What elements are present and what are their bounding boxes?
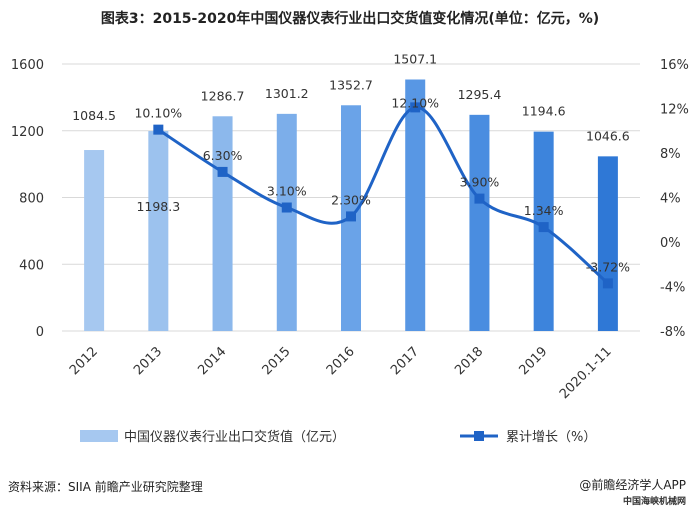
line-value-label: 6.30%: [203, 148, 243, 163]
x-tick-label: 2016: [324, 344, 358, 378]
bar-value-label: 1198.3: [136, 199, 180, 214]
line-point: [538, 222, 549, 233]
bar-value-label: 1084.5: [72, 108, 116, 123]
bar: [276, 113, 297, 332]
bar-value-label: 1301.2: [265, 86, 309, 101]
line-point: [410, 102, 421, 113]
bar: [148, 131, 169, 331]
data-labels: 1084.5 1198.3 1286.7 1301.2 1352.7 1507.1 1295…: [72, 52, 630, 275]
x-tick-label: 2013: [131, 344, 165, 378]
bar-value-label: 1295.4: [458, 87, 502, 102]
brand-text: @前瞻经济学人APP: [579, 478, 686, 492]
y-left-tick-label: 800: [19, 192, 44, 207]
y-right-tick-label: -4%: [660, 281, 685, 296]
bar: [84, 150, 105, 331]
y-left-tick-label: 1600: [11, 58, 44, 73]
bar: [405, 79, 426, 331]
growth-line: [157, 105, 609, 285]
chart-canvas: 0 400 800 1200 1600 -8% -4% 0% 4% 8% 12% 16% 2012 201…: [11, 52, 689, 445]
bar: [469, 114, 490, 331]
x-tick-label: 2020.1-11: [557, 344, 615, 402]
y-right-tick-label: 16%: [660, 58, 689, 73]
line-value-label: 1.34%: [524, 203, 564, 218]
x-tick-label: 2018: [452, 344, 486, 378]
line-point: [281, 202, 292, 213]
y-left-tick-label: 0: [36, 325, 44, 340]
legend-bar-swatch: [80, 430, 118, 442]
line-value-label: 10.10%: [134, 106, 182, 121]
bar-value-label: 1046.6: [586, 128, 630, 143]
line-point: [346, 211, 356, 222]
line-point: [217, 166, 228, 177]
line-value-label: 12.10%: [391, 95, 439, 110]
brand-block: @前瞻经济学人APP 中国海峡机械网: [579, 476, 686, 507]
legend: 中国仪器仪表行业出口交货值（亿元） 累计增长（%）: [80, 429, 596, 445]
line-series: [153, 102, 613, 289]
x-tick-label: 2019: [516, 344, 550, 378]
bar-value-label: 1507.1: [393, 52, 437, 67]
line-value-label: -3.72%: [586, 259, 630, 274]
legend-line-label: 累计增长（%）: [506, 430, 596, 445]
bar-value-label: 1194.6: [522, 104, 566, 119]
x-tick-label: 2015: [260, 344, 294, 378]
legend-line-marker: [474, 431, 484, 441]
x-tick-label: 2014: [195, 344, 229, 378]
y-right-tick-label: 12%: [660, 103, 689, 118]
x-tick-label: 2012: [67, 344, 101, 378]
y-right-tick-label: 0%: [660, 236, 681, 251]
y-right-tick-label: 4%: [660, 192, 681, 207]
line-value-label: 3.90%: [460, 175, 500, 190]
y-right-tick-label: 8%: [660, 147, 681, 162]
brand-subtext: 中国海峡机械网: [622, 497, 686, 507]
line-value-label: 2.30%: [331, 192, 371, 207]
y-right-tick-label: -8%: [660, 325, 685, 340]
y-left-tick-label: 400: [19, 258, 44, 273]
line-value-label: 3.10%: [267, 184, 307, 199]
bar: [597, 156, 618, 331]
y-left-tick-label: 1200: [11, 125, 44, 140]
source-note: 资料来源：SIIA 前瞻产业研究院整理: [8, 480, 203, 494]
line-point: [474, 193, 485, 204]
line-point: [153, 124, 164, 135]
line-point: [602, 278, 613, 289]
x-tick-label: 2017: [388, 344, 422, 378]
legend-bar-label: 中国仪器仪表行业出口交货值（亿元）: [124, 429, 345, 445]
bar-value-label: 1286.7: [201, 88, 245, 103]
bar-value-label: 1352.7: [329, 77, 373, 92]
chart-title: 图表3：2015-2020年中国仪器仪表行业出口交货值变化情况(单位：亿元，%): [100, 11, 600, 27]
